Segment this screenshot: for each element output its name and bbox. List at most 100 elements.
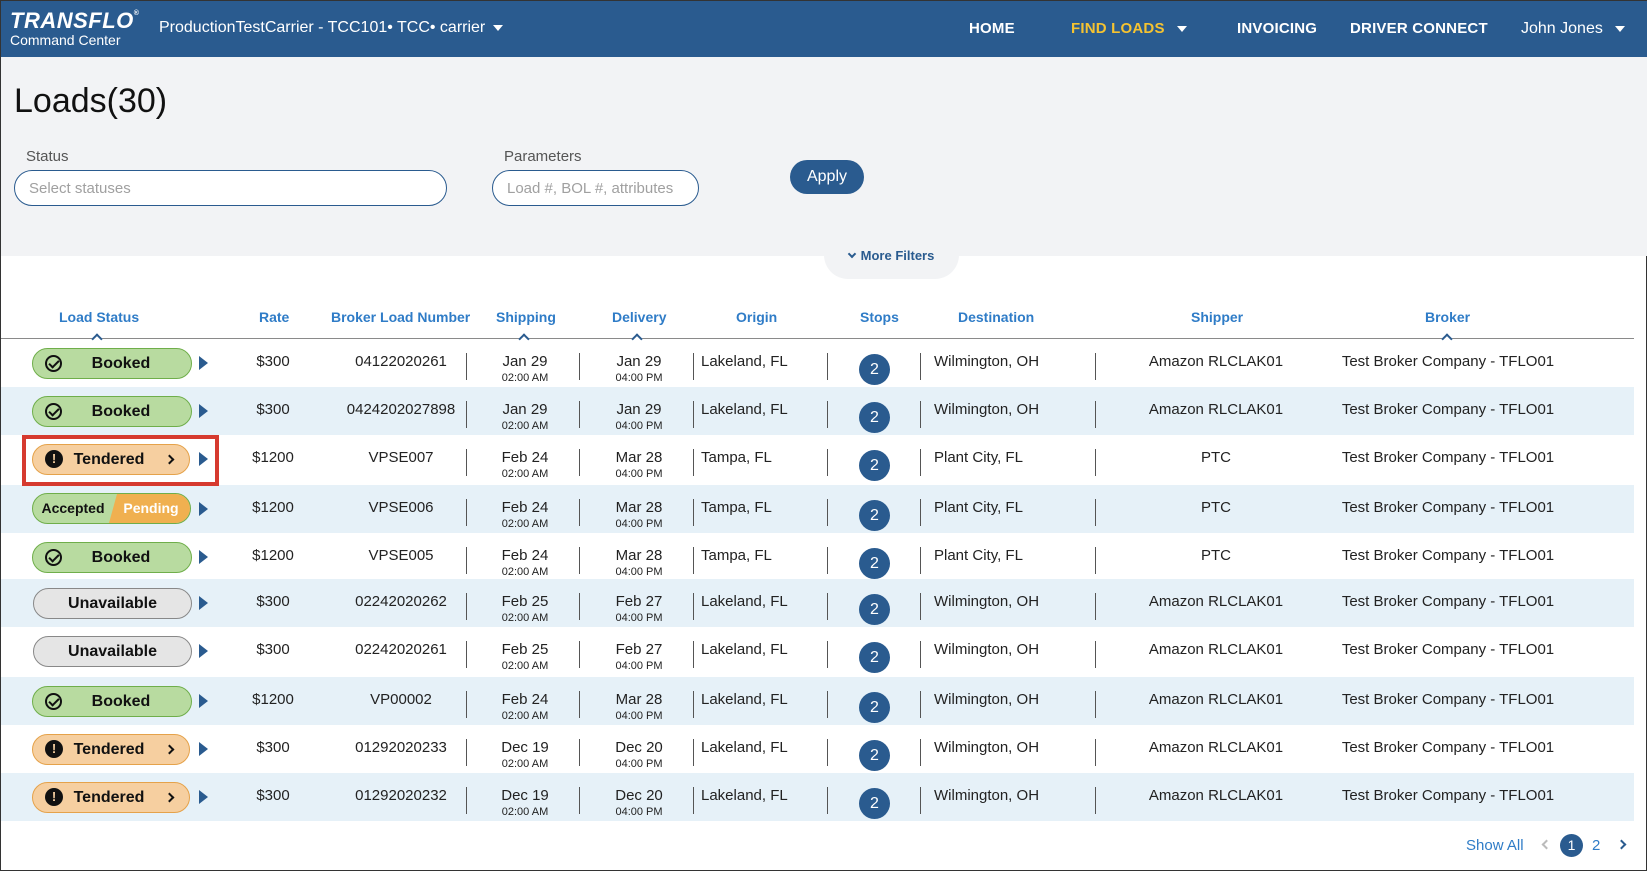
more-filters-toggle[interactable]: More Filters bbox=[824, 237, 959, 279]
nav-driver-connect[interactable]: DRIVER CONNECT bbox=[1350, 20, 1488, 37]
table-row[interactable]: ! Tendered $300 01292020233 Dec 19 02:00 AM De… bbox=[1, 725, 1634, 773]
table-row[interactable]: Booked $1200 VP00002 Feb 24 02:00 AM Mar 28 04… bbox=[1, 677, 1634, 725]
shipper-cell: Amazon RLCLAK01 bbox=[1148, 401, 1284, 418]
stops-count-badge[interactable]: 2 bbox=[859, 692, 890, 723]
col-shipping[interactable]: Shipping bbox=[496, 309, 556, 325]
expand-row-icon[interactable] bbox=[199, 596, 208, 610]
status-pill-unavailable[interactable]: Unavailable bbox=[33, 588, 192, 619]
shipper-cell: PTC bbox=[1201, 547, 1231, 564]
stops-count-badge[interactable]: 2 bbox=[859, 548, 890, 579]
table-row[interactable]: Unavailable $300 02242020262 Feb 25 02:00 AM… bbox=[1, 579, 1634, 627]
col-shipper[interactable]: Shipper bbox=[1191, 309, 1244, 325]
col-origin[interactable]: Origin bbox=[736, 309, 778, 325]
status-pill-accepted-pending[interactable]: Accepted Pending bbox=[32, 493, 191, 524]
transflo-logo[interactable]: TRANSFLO® Command Center bbox=[10, 10, 139, 48]
nav-find-loads[interactable]: FIND LOADS bbox=[1071, 20, 1187, 37]
apply-button[interactable]: Apply bbox=[790, 160, 864, 194]
column-separator bbox=[693, 401, 694, 428]
stops-count-badge[interactable]: 2 bbox=[859, 642, 890, 673]
shipping-time: 02:00 AM bbox=[501, 710, 549, 722]
shipper-cell: PTC bbox=[1201, 449, 1231, 466]
carrier-selector[interactable]: ProductionTestCarrier - TCC101• TCC• car… bbox=[159, 19, 504, 37]
status-pill-booked[interactable]: Booked bbox=[32, 686, 192, 717]
broker-cell: Test Broker Company - TFLO01 bbox=[1341, 547, 1555, 564]
show-all-link[interactable]: Show All bbox=[1466, 837, 1524, 854]
column-separator bbox=[466, 353, 467, 380]
column-separator bbox=[1095, 593, 1096, 620]
column-separator bbox=[693, 593, 694, 620]
stops-count-badge[interactable]: 2 bbox=[859, 740, 890, 771]
check-circle-icon bbox=[45, 549, 62, 566]
expand-row-icon[interactable] bbox=[199, 550, 208, 564]
broker-cell: Test Broker Company - TFLO01 bbox=[1341, 787, 1555, 804]
table-row[interactable]: Unavailable $300 02242020261 Feb 25 02:00 AM… bbox=[1, 627, 1634, 675]
delivery-time: 04:00 PM bbox=[615, 518, 663, 530]
page-2-button[interactable]: 2 bbox=[1592, 837, 1601, 854]
column-separator bbox=[466, 691, 467, 718]
status-input[interactable] bbox=[14, 170, 447, 206]
expand-row-icon[interactable] bbox=[199, 644, 208, 658]
nav-invoicing[interactable]: INVOICING bbox=[1237, 20, 1318, 37]
table-row[interactable]: ! Tendered $300 01292020232 Dec 19 02:00 AM De… bbox=[1, 773, 1634, 821]
status-pill-unavailable[interactable]: Unavailable bbox=[33, 636, 192, 667]
column-separator bbox=[693, 641, 694, 668]
col-load-status[interactable]: Load Status bbox=[59, 309, 140, 325]
status-pill-booked[interactable]: Booked bbox=[32, 542, 192, 573]
column-separator bbox=[579, 739, 580, 766]
column-separator bbox=[920, 449, 921, 476]
expand-row-icon[interactable] bbox=[199, 694, 208, 708]
col-broker[interactable]: Broker bbox=[1425, 309, 1471, 325]
expand-row-icon[interactable] bbox=[199, 404, 208, 418]
shipping-time: 02:00 AM bbox=[501, 420, 549, 432]
stops-count-badge[interactable]: 2 bbox=[859, 788, 890, 819]
nav-find-loads-label: FIND LOADS bbox=[1071, 20, 1165, 37]
page-1-button[interactable]: 1 bbox=[1560, 834, 1583, 857]
col-broker-load-number[interactable]: Broker Load Number bbox=[331, 309, 471, 325]
col-stops[interactable]: Stops bbox=[860, 309, 899, 325]
delivery-date: Feb 27 bbox=[615, 641, 663, 658]
next-page-icon[interactable] bbox=[1616, 839, 1627, 850]
column-separator bbox=[466, 547, 467, 574]
status-pill-tendered[interactable]: ! Tendered bbox=[32, 782, 190, 813]
shipping-date: Jan 29 bbox=[502, 401, 548, 418]
status-pill-booked[interactable]: Booked bbox=[32, 396, 192, 427]
status-pill-tendered[interactable]: ! Tendered bbox=[32, 444, 190, 475]
expand-row-icon[interactable] bbox=[199, 356, 208, 370]
stops-count-badge[interactable]: 2 bbox=[859, 450, 890, 481]
delivery-date: Mar 28 bbox=[615, 499, 663, 516]
nav-home[interactable]: HOME bbox=[969, 20, 1015, 37]
prev-page-icon[interactable] bbox=[1541, 839, 1552, 850]
table-row[interactable]: ! Tendered $1200 VPSE007 Feb 24 02:00 AM Mar 2… bbox=[1, 435, 1634, 483]
expand-row-icon[interactable] bbox=[199, 502, 208, 516]
status-pill-tendered[interactable]: ! Tendered bbox=[32, 734, 190, 765]
column-separator bbox=[579, 499, 580, 526]
page-title: Loads(30) bbox=[14, 82, 168, 120]
delivery-time: 04:00 PM bbox=[615, 372, 663, 384]
status-label: Booked bbox=[91, 403, 151, 420]
table-row[interactable]: Booked $300 04122020261 Jan 29 02:00 AM Jan 2… bbox=[1, 339, 1634, 387]
origin-cell: Lakeland, FL bbox=[701, 641, 788, 658]
delivery-cell: Jan 29 04:00 PM bbox=[601, 401, 677, 432]
status-pill-booked[interactable]: Booked bbox=[32, 348, 192, 379]
col-rate[interactable]: Rate bbox=[259, 309, 290, 325]
shipping-time: 02:00 AM bbox=[501, 518, 549, 530]
table-row[interactable]: Booked $1200 VPSE005 Feb 24 02:00 AM Mar 28 04… bbox=[1, 533, 1634, 581]
destination-cell: Wilmington, OH bbox=[934, 401, 1040, 418]
col-destination[interactable]: Destination bbox=[958, 309, 1035, 325]
expand-row-icon[interactable] bbox=[199, 742, 208, 756]
rate-cell: $1200 bbox=[252, 499, 294, 516]
stops-count-badge[interactable]: 2 bbox=[859, 500, 890, 531]
shipper-cell: Amazon RLCLAK01 bbox=[1148, 353, 1284, 370]
parameters-input[interactable] bbox=[492, 170, 699, 206]
col-delivery[interactable]: Delivery bbox=[612, 309, 667, 325]
stops-count-badge[interactable]: 2 bbox=[859, 402, 890, 433]
column-separator bbox=[920, 641, 921, 668]
stops-count-badge[interactable]: 2 bbox=[859, 594, 890, 625]
expand-row-icon[interactable] bbox=[199, 790, 208, 804]
user-menu[interactable]: John Jones bbox=[1521, 20, 1625, 38]
stops-count-badge[interactable]: 2 bbox=[859, 354, 890, 385]
expand-row-icon[interactable] bbox=[199, 452, 208, 466]
table-row[interactable]: Accepted Pending $1200 VPSE006 Feb 24 02:00 A… bbox=[1, 485, 1634, 533]
table-row[interactable]: Booked $300 0424202027898 Jan 29 02:00 AM Jan… bbox=[1, 387, 1634, 435]
chevron-down-icon bbox=[1614, 25, 1625, 32]
